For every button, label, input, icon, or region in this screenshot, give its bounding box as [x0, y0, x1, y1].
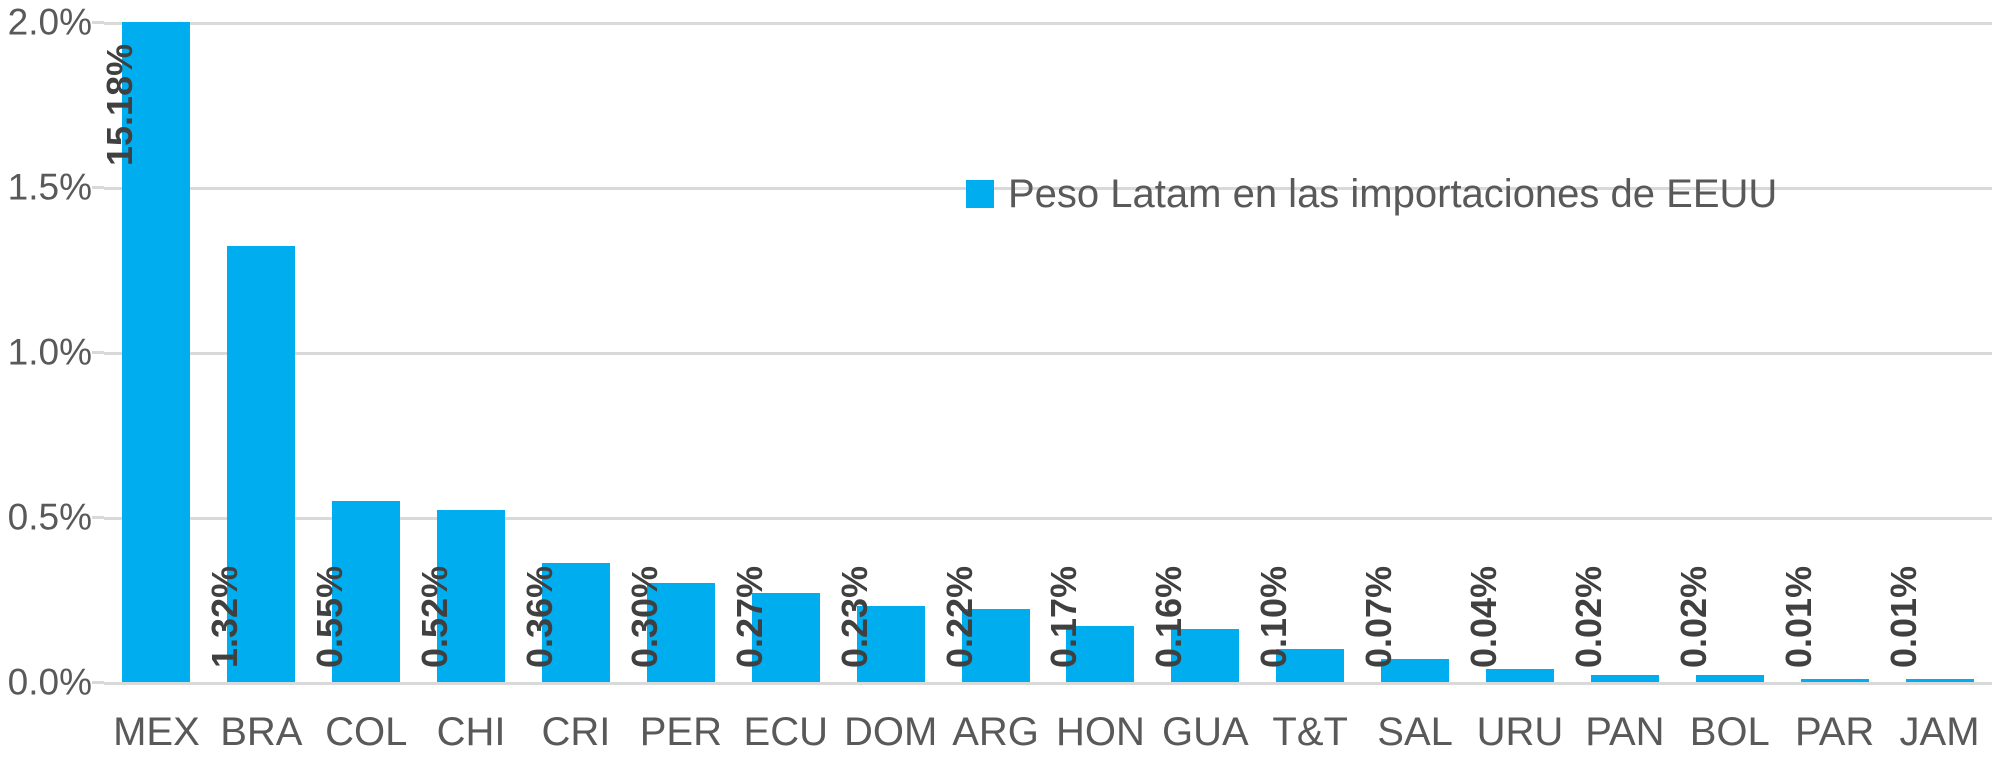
bar-data-label: 0.02%	[1672, 565, 1714, 668]
bar-bra[interactable]: 1.32%	[204, 22, 296, 682]
bar-rect[interactable]	[227, 246, 296, 682]
x-axis-label-sal: SAL	[1377, 710, 1453, 754]
y-tick-mark-1.0	[92, 351, 104, 354]
bar-chi[interactable]: 0.52%	[414, 22, 506, 682]
y-tick-label-1.5: 1.5%	[7, 166, 92, 208]
gridline-1.5	[104, 187, 1992, 190]
x-axis-label-dom: DOM	[843, 710, 938, 754]
bar-uru[interactable]: 0.04%	[1463, 22, 1554, 682]
bar-rect[interactable]	[856, 606, 925, 682]
x-axis-labels: MEX BRA COL CHI CRI PER ECU DOM ARG HON GUA T&T SAL U…	[104, 712, 1992, 772]
bar-data-label: 0.10%	[1253, 565, 1295, 668]
chart-legend: Peso Latam en las importaciones de EEUU	[966, 174, 1777, 214]
bar-rect[interactable]	[332, 500, 401, 682]
bar-sal[interactable]: 0.07%	[1358, 22, 1450, 682]
x-axis-label-gua: GUA	[1161, 710, 1249, 754]
gridline-1.0	[104, 352, 1992, 355]
x-axis-label-chi: CHI	[436, 710, 506, 754]
x-axis-label-cri: CRI	[541, 710, 611, 754]
bar-data-label: 0.36%	[519, 565, 560, 668]
x-axis-label-ecu: ECU	[743, 710, 828, 754]
x-axis-label-t-t: T&T	[1272, 710, 1348, 754]
y-tick-label-0.0: 0.0%	[7, 661, 92, 703]
bar-data-label: 0.22%	[938, 565, 980, 668]
y-tick-mark-1.5	[92, 186, 104, 189]
x-axis-label-per: PER	[639, 710, 722, 754]
bar-bol[interactable]: 0.02%	[1673, 22, 1764, 682]
bar-data-label: 0.16%	[1148, 565, 1190, 668]
bar-per[interactable]: 0.30%	[624, 22, 715, 682]
bar-data-label: 0.30%	[623, 565, 665, 668]
bar-rect[interactable]	[1066, 625, 1135, 682]
x-axis-label-bra: BRA	[220, 710, 303, 754]
x-axis-label-arg: ARG	[952, 710, 1039, 754]
x-axis-label-uru: URU	[1476, 710, 1564, 754]
bar-cri[interactable]: 0.36%	[519, 22, 610, 682]
y-tick-label-0.5: 0.5%	[7, 496, 92, 538]
y-tick-mark-0.5	[92, 516, 104, 519]
bar-arg[interactable]: 0.22%	[939, 22, 1030, 682]
bar-jam[interactable]: 0.01%	[1883, 22, 1974, 682]
bar-data-label: 0.04%	[1463, 565, 1504, 668]
bar-data-label: 0.07%	[1358, 565, 1400, 668]
bar-rect[interactable]	[1590, 675, 1659, 682]
bar-dom[interactable]: 0.23%	[834, 22, 925, 682]
bar-data-label: 0.52%	[414, 565, 456, 668]
x-axis-label-col: COL	[325, 710, 408, 754]
bar-data-label: 0.01%	[1777, 565, 1819, 668]
bar-rect[interactable]	[1695, 675, 1764, 682]
bar-data-label: 0.02%	[1567, 565, 1609, 668]
bar-rect[interactable]	[1171, 629, 1240, 682]
bar-mex[interactable]: 15.18%	[99, 22, 191, 682]
bar-data-label: 0.27%	[728, 565, 770, 668]
bar-data-label: 1.32%	[204, 565, 246, 668]
bar-rect[interactable]	[1905, 678, 1974, 682]
bar-gua[interactable]: 0.16%	[1148, 22, 1240, 682]
bar-rect[interactable]	[1381, 658, 1450, 682]
bar-rect[interactable]	[542, 563, 610, 682]
bars-layer: 15.18% 1.32% 0.55% 0.52% 0.36% 0.30% 0.27% 0.23…	[99, 0, 1992, 783]
bar-data-label: 0.01%	[1882, 565, 1924, 668]
y-tick-mark-2.0	[92, 21, 104, 24]
gridline-2.0	[104, 22, 1992, 25]
bar-rect[interactable]	[1276, 649, 1345, 682]
bar-rect[interactable]	[1800, 678, 1869, 682]
y-tick-label-2.0: 2.0%	[7, 1, 92, 43]
x-axis-line	[104, 682, 1992, 685]
x-axis-label-pan: PAN	[1585, 710, 1665, 754]
bar-t-t[interactable]: 0.10%	[1253, 22, 1345, 682]
bar-hon[interactable]: 0.17%	[1043, 22, 1135, 682]
gridline-0.5	[104, 517, 1992, 520]
bar-data-label: 15.18%	[99, 43, 141, 166]
bar-par[interactable]: 0.01%	[1778, 22, 1869, 682]
bar-data-label: 0.55%	[309, 565, 351, 668]
bar-rect[interactable]	[1486, 668, 1554, 682]
bar-data-label: 0.17%	[1043, 565, 1085, 668]
bar-rect[interactable]	[961, 609, 1030, 682]
legend-swatch-icon	[966, 180, 994, 208]
legend-entry-label: Peso Latam en las importaciones de EEUU	[1008, 172, 1778, 216]
plot-area	[104, 22, 1992, 685]
x-axis-label-bol: BOL	[1689, 710, 1770, 754]
bar-col[interactable]: 0.55%	[309, 22, 401, 682]
y-axis-labels: 2.0% 1.5% 1.0% 0.5% 0.0%	[0, 0, 92, 783]
bar-pan[interactable]: 0.02%	[1568, 22, 1659, 682]
x-axis-label-hon: HON	[1055, 710, 1145, 754]
bar-data-label: 0.23%	[833, 565, 875, 668]
x-axis-label-mex: MEX	[113, 710, 200, 754]
bar-rect[interactable]	[751, 592, 820, 682]
bar-rect[interactable]	[437, 510, 506, 682]
bar-rect[interactable]	[646, 583, 715, 682]
y-tick-label-1.0: 1.0%	[7, 331, 92, 373]
y-tick-mark-0.0	[92, 681, 104, 684]
x-axis-label-par: PAR	[1795, 710, 1875, 754]
bar-ecu[interactable]: 0.27%	[729, 22, 820, 682]
bar-rect[interactable]	[122, 22, 191, 682]
x-axis-label-jam: JAM	[1899, 710, 1980, 754]
